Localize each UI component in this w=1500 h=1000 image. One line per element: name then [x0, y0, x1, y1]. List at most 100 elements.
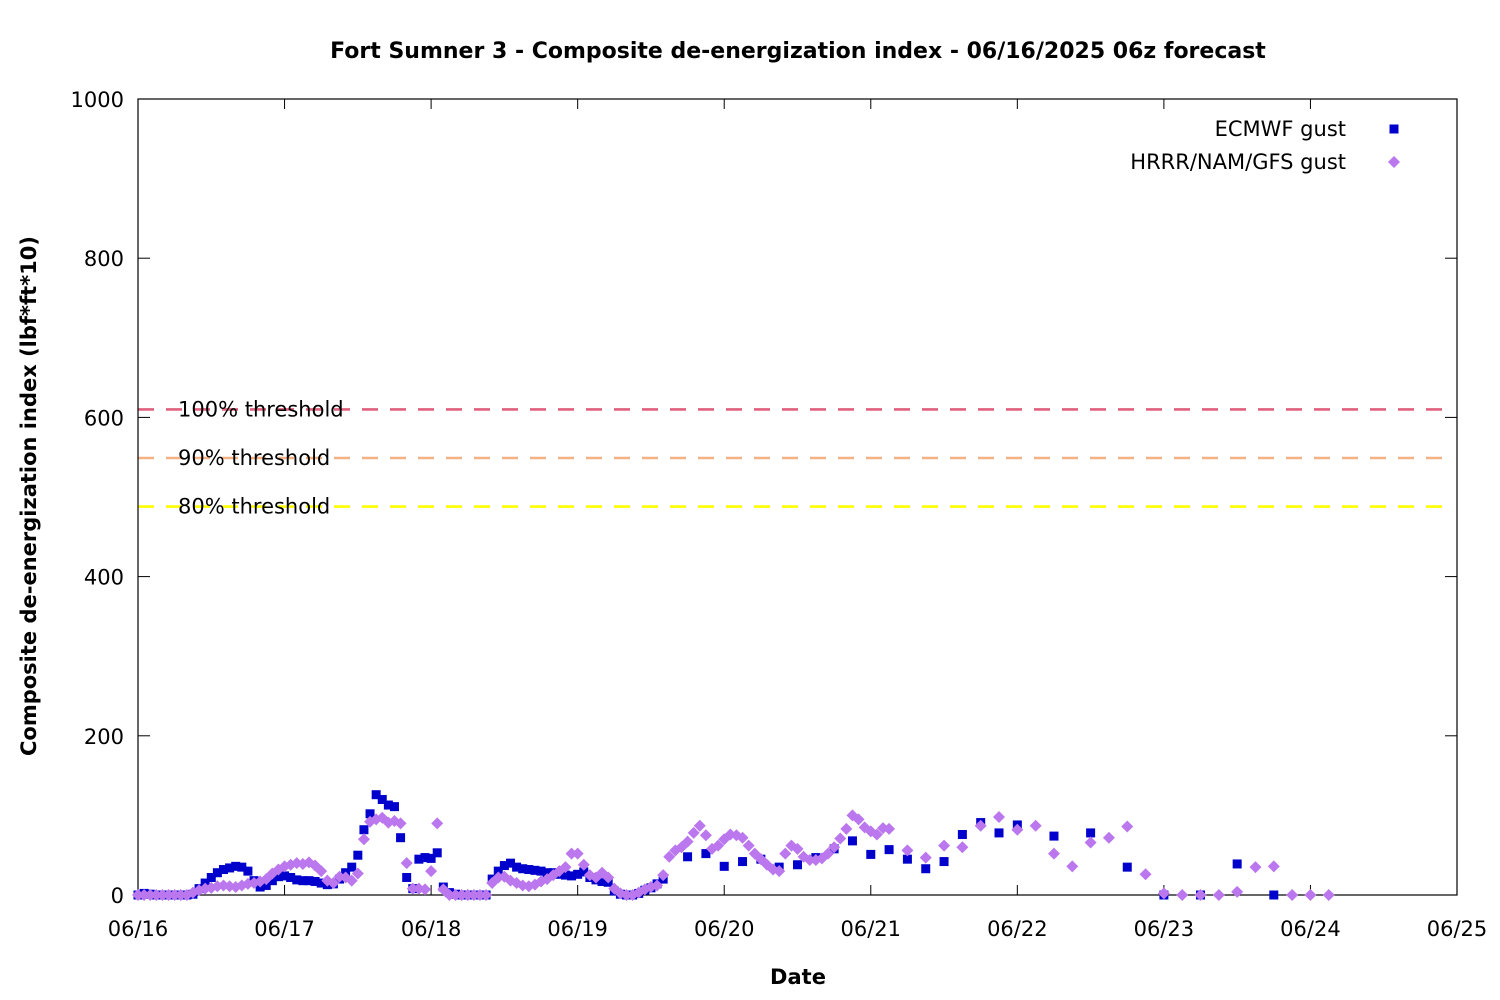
- ecmwf-point: [206, 872, 216, 882]
- y-tick-label: 400: [84, 566, 124, 590]
- x-tick-label: 06/22: [987, 917, 1048, 941]
- x-tick-label: 06/18: [401, 917, 462, 941]
- ecmwf-point: [304, 876, 314, 886]
- hrrr-point: [1286, 889, 1299, 901]
- series-layer: [132, 790, 1335, 901]
- ecmwf-point: [310, 876, 320, 886]
- x-tick-label: 06/19: [547, 917, 608, 941]
- ecmwf-point: [377, 794, 387, 804]
- ecmwf-point: [267, 876, 277, 886]
- y-axis-tick-labels: 0 200 400 600 800 1000: [71, 88, 124, 908]
- ecmwf-point: [573, 869, 583, 879]
- plot-area-frame: [137, 98, 1458, 896]
- hrrr-point: [467, 889, 480, 901]
- ecmwf-point: [738, 857, 748, 867]
- hrrr-point: [1212, 889, 1225, 901]
- ecmwf-point: [402, 872, 412, 882]
- ecmwf-point: [866, 849, 876, 859]
- x-axis-tick-labels: 06/16 06/17 06/18 06/19 06/20 06/21 06/22 06/23…: [108, 917, 1488, 941]
- hrrr-point: [168, 889, 181, 901]
- legend-marker-0: [1389, 124, 1399, 134]
- ecmwf-point: [512, 862, 522, 872]
- ecmwf-point: [280, 871, 290, 881]
- x-tick-label: 06/17: [254, 917, 315, 941]
- hrrr-point: [1157, 887, 1170, 900]
- hrrr-point: [693, 819, 706, 832]
- hrrr-point: [620, 889, 633, 901]
- ecmwf-point: [560, 870, 570, 880]
- hrrr-point: [803, 853, 816, 866]
- ecmwf-point: [365, 809, 375, 819]
- ecmwf-point: [383, 800, 393, 810]
- hrrr-point: [419, 883, 432, 896]
- ecmwf-point: [359, 825, 369, 835]
- hrrr-point: [1231, 885, 1244, 898]
- hrrr-point: [919, 851, 932, 864]
- hrrr-point: [938, 839, 951, 852]
- hrrr-point: [577, 858, 590, 871]
- ecmwf-point: [225, 863, 235, 873]
- hrrr-point: [712, 839, 725, 852]
- ecmwf-point: [884, 845, 894, 855]
- ecmwf-point: [353, 850, 363, 860]
- hrrr-point: [345, 874, 358, 887]
- ecmwf-point: [1049, 831, 1059, 841]
- ecmwf-point: [231, 861, 241, 871]
- hrrr-point: [455, 889, 468, 901]
- ecmwf-point: [212, 868, 222, 878]
- hrrr-point: [327, 877, 340, 890]
- hrrr-point: [681, 835, 694, 848]
- ecmwf-point: [292, 875, 302, 885]
- ecmwf-point: [1232, 859, 1242, 869]
- ecmwf-point: [921, 864, 931, 874]
- hrrr-point: [571, 847, 584, 860]
- threshold-layer: 100% threshold 90% threshold 80% threshold: [138, 397, 1443, 519]
- hrrr-point: [1029, 819, 1042, 832]
- hrrr-point: [394, 817, 407, 830]
- ecmwf-point: [273, 872, 283, 882]
- ecmwf-point: [1122, 862, 1132, 872]
- hrrr-point: [425, 865, 438, 878]
- ecmwf-point: [701, 849, 711, 859]
- hrrr-point: [449, 889, 462, 901]
- ecmwf-point: [505, 858, 515, 868]
- hrrr-point: [406, 882, 419, 895]
- ecmwf-point: [957, 830, 967, 840]
- hrrr-point: [559, 861, 572, 874]
- ecmwf-point: [432, 848, 442, 858]
- ecmwf-point: [994, 828, 1004, 838]
- ecmwf-point: [518, 864, 528, 874]
- hrrr-point: [852, 813, 865, 826]
- ecmwf-point: [316, 878, 326, 888]
- hrrr-point: [883, 822, 896, 835]
- x-tick-label: 06/21: [841, 917, 902, 941]
- hrrr-point: [736, 831, 749, 844]
- hrrr-point: [602, 871, 615, 884]
- hrrr-point: [473, 889, 486, 901]
- hrrr-point: [657, 869, 670, 882]
- hrrr-point: [174, 889, 187, 901]
- hrrr-point: [687, 826, 700, 839]
- series-1: [132, 809, 1335, 901]
- ecmwf-point: [939, 857, 949, 867]
- hrrr-point: [461, 889, 474, 901]
- hrrr-point: [1267, 860, 1280, 873]
- hrrr-point: [1176, 889, 1189, 901]
- y-tick-label: 200: [84, 725, 124, 749]
- hrrr-point: [1102, 831, 1115, 844]
- hrrr-point: [431, 817, 444, 830]
- hrrr-point: [1066, 860, 1079, 873]
- ecmwf-point: [298, 876, 308, 886]
- hrrr-point: [834, 832, 847, 845]
- ecmwf-point: [567, 871, 577, 881]
- hrrr-point: [162, 889, 175, 901]
- ecmwf-point: [396, 833, 406, 843]
- threshold-label-2: 80% threshold: [178, 495, 330, 519]
- hrrr-point: [1047, 847, 1060, 860]
- hrrr-point: [840, 822, 853, 835]
- ecmwf-point: [237, 862, 247, 872]
- hrrr-point: [144, 889, 157, 901]
- hrrr-point: [663, 850, 676, 863]
- hrrr-point: [974, 819, 987, 832]
